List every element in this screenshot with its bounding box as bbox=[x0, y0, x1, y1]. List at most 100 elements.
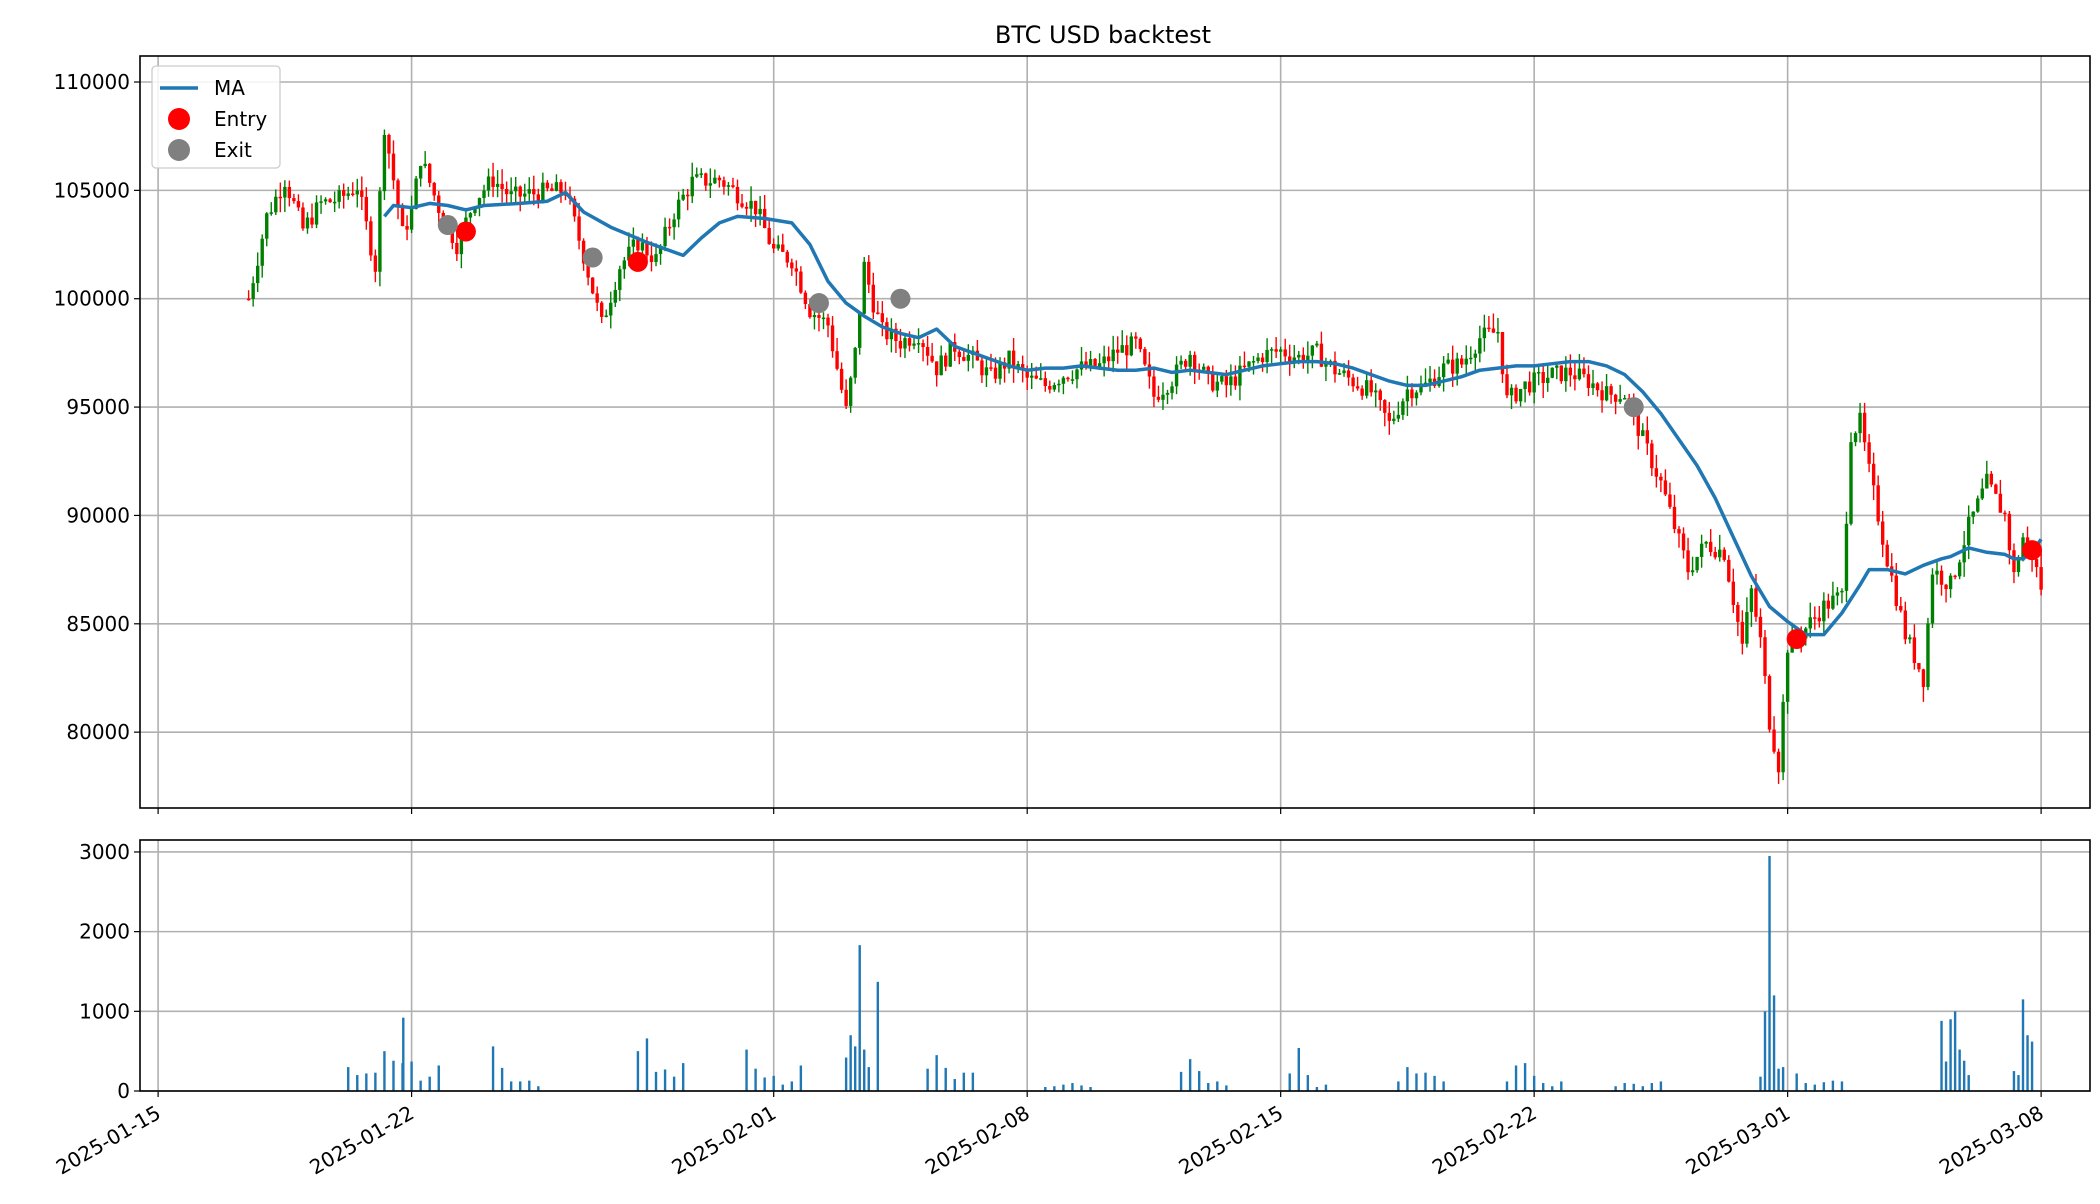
candle-body bbox=[328, 199, 331, 202]
volume-y-tick-label: 2000 bbox=[79, 920, 130, 944]
volume-bar bbox=[863, 1050, 865, 1091]
volume-bar bbox=[1814, 1085, 1816, 1091]
candle-body bbox=[1818, 618, 1821, 622]
candle-body bbox=[414, 178, 417, 208]
candle-body bbox=[1849, 442, 1852, 524]
candle-body bbox=[1139, 339, 1142, 349]
volume-bar bbox=[2013, 1071, 2015, 1091]
candle-body bbox=[700, 173, 703, 175]
candle-body bbox=[1587, 374, 1590, 388]
candle-body bbox=[1351, 378, 1354, 387]
candle-body bbox=[1315, 344, 1318, 346]
volume-bar bbox=[1442, 1081, 1444, 1091]
candle-body bbox=[1510, 388, 1513, 396]
candle-body bbox=[1537, 372, 1540, 374]
volume-bar bbox=[1289, 1073, 1291, 1091]
volume-bar bbox=[1940, 1021, 1942, 1091]
candle-body bbox=[835, 351, 838, 369]
volume-bar bbox=[800, 1066, 802, 1091]
candle-body bbox=[704, 173, 707, 185]
candle-body bbox=[935, 361, 938, 375]
candle-body bbox=[1999, 494, 2002, 513]
candle-body bbox=[1365, 380, 1368, 396]
volume-bar bbox=[1062, 1085, 1064, 1091]
candle-body bbox=[297, 201, 300, 207]
candle-body bbox=[926, 347, 929, 356]
candle-body bbox=[1560, 366, 1563, 382]
candle-body bbox=[1102, 356, 1105, 363]
candle-body bbox=[1967, 517, 1970, 545]
volume-bar bbox=[347, 1067, 349, 1091]
candle-body bbox=[1569, 368, 1572, 376]
candle-body bbox=[1872, 464, 1875, 486]
candle-body bbox=[283, 187, 286, 198]
candle-body bbox=[519, 187, 522, 197]
exit-marker bbox=[583, 248, 603, 268]
volume-bar bbox=[845, 1058, 847, 1091]
candle-body bbox=[428, 164, 431, 183]
volume-bar bbox=[1207, 1083, 1209, 1091]
volume-bar bbox=[782, 1085, 784, 1091]
candle-body bbox=[795, 268, 798, 271]
volume-bar bbox=[664, 1069, 666, 1091]
candle-body bbox=[2012, 550, 2015, 572]
candle-body bbox=[1474, 354, 1477, 358]
candle-body bbox=[1609, 386, 1612, 395]
candle-body bbox=[1053, 385, 1056, 390]
candle-body bbox=[265, 213, 268, 238]
candle-body bbox=[600, 303, 603, 317]
exit-marker bbox=[1624, 397, 1644, 417]
candle-body bbox=[1931, 575, 1934, 624]
candle-body bbox=[591, 278, 594, 294]
candle-body bbox=[410, 209, 413, 230]
candle-body bbox=[1582, 369, 1585, 375]
candle-body bbox=[351, 193, 354, 195]
candle-body bbox=[736, 187, 739, 203]
candle-body bbox=[1899, 606, 1902, 610]
candle-body bbox=[668, 227, 671, 229]
candle-body bbox=[722, 180, 725, 187]
volume-bar bbox=[2017, 1075, 2019, 1091]
candle-body bbox=[1908, 637, 1911, 639]
volume-bar bbox=[646, 1038, 648, 1091]
candle-body bbox=[745, 207, 748, 209]
candle-body bbox=[681, 195, 684, 200]
candle-body bbox=[1555, 366, 1558, 368]
candle-body bbox=[1532, 372, 1535, 392]
price-y-tick-label: 85000 bbox=[66, 612, 130, 636]
volume-bar bbox=[528, 1081, 530, 1091]
candle-body bbox=[1234, 376, 1237, 385]
volume-bar bbox=[849, 1035, 851, 1091]
volume-bar bbox=[492, 1046, 494, 1091]
candle-body bbox=[1786, 653, 1789, 702]
candle-body bbox=[324, 199, 327, 201]
candle-body bbox=[1130, 336, 1133, 355]
volume-bar bbox=[419, 1081, 421, 1091]
candle-body bbox=[1428, 379, 1431, 383]
candle-body bbox=[365, 197, 368, 221]
candle-body bbox=[1247, 361, 1250, 366]
volume-bar bbox=[1524, 1063, 1526, 1091]
candle-body bbox=[1677, 529, 1680, 533]
candle-body bbox=[994, 368, 997, 379]
candle-body bbox=[767, 228, 770, 244]
volume-bar bbox=[655, 1072, 657, 1091]
candle-body bbox=[1166, 393, 1169, 395]
candle-body bbox=[1650, 443, 1653, 468]
candle-body bbox=[1600, 390, 1603, 400]
candle-body bbox=[672, 219, 675, 227]
candle-body bbox=[881, 313, 884, 322]
candle-body bbox=[1528, 382, 1531, 393]
candle-body bbox=[713, 178, 716, 184]
candle-body bbox=[523, 194, 526, 197]
legend-label: Exit bbox=[214, 138, 252, 162]
candle-body bbox=[1542, 372, 1545, 383]
volume-bar bbox=[2031, 1042, 2033, 1091]
candle-body bbox=[1664, 480, 1667, 494]
candle-body bbox=[1709, 542, 1712, 552]
volume-bar bbox=[954, 1079, 956, 1091]
candle-body bbox=[731, 185, 734, 187]
volume-bar bbox=[1777, 1069, 1779, 1091]
candle-body bbox=[387, 135, 390, 154]
